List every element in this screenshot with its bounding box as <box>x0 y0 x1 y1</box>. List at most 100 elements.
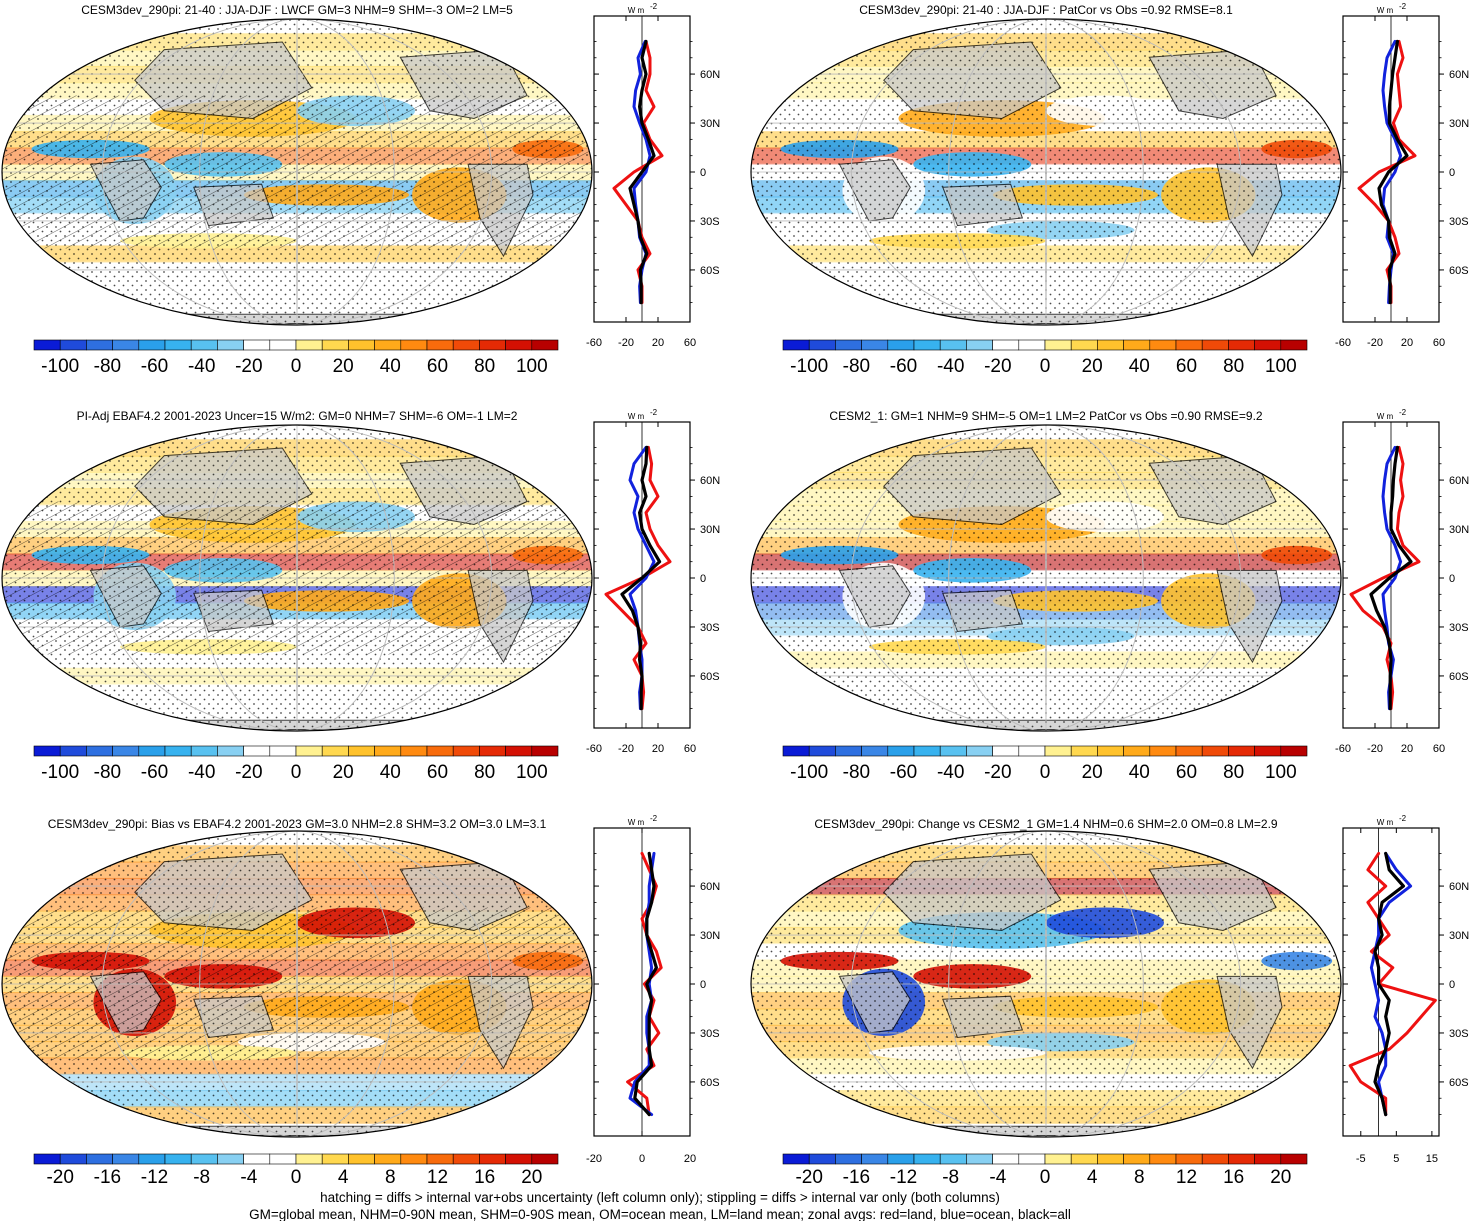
colorbar-tick-label: 20 <box>1082 762 1103 783</box>
zonal-land-line <box>604 445 672 711</box>
x-tick-label: 20 <box>652 337 664 349</box>
colorbar-tick-label: -80 <box>843 356 870 377</box>
colorbar-box <box>138 339 166 351</box>
graticule-lon <box>948 831 1144 1137</box>
x-tick-label: 60 <box>684 743 696 755</box>
colorbar-tick-label: -60 <box>890 356 917 377</box>
lat-tick-label: 30S <box>1449 622 1469 634</box>
colorbar-box <box>295 745 323 757</box>
colorbar-box <box>966 339 993 351</box>
panel-title: PI-Adj EBAF4.2 2001-2023 Uncer=15 W/m2: … <box>77 409 518 423</box>
colorbar-box <box>1175 745 1203 757</box>
x-tick-label: 20 <box>1401 743 1413 755</box>
graticule-lon <box>1045 19 1047 325</box>
colorbar-box <box>400 1153 428 1165</box>
colorbar-box <box>348 745 375 757</box>
graticule-lon <box>948 425 1144 731</box>
x-tick-label: 15 <box>1426 1153 1438 1165</box>
colorbar-tick-label: 4 <box>1087 1167 1098 1188</box>
colorbar-box <box>452 745 480 757</box>
panel-title: CESM2_1: GM=1 NHM=9 SHM=-5 OM=1 LM=2 Pat… <box>829 409 1262 423</box>
colorbar-box <box>1044 1153 1072 1165</box>
colorbar-box <box>887 745 915 757</box>
graticule-lon <box>296 425 298 731</box>
colorbar-box <box>1149 745 1177 757</box>
colorbar-box <box>1018 339 1046 351</box>
colorbar-box <box>531 1153 559 1165</box>
footer-line-2: GM=global mean, NHM=0-90N mean, SHM=0-90… <box>249 1207 1071 1221</box>
colorbar-box <box>217 745 244 757</box>
colorbar-box <box>295 1153 323 1165</box>
lat-tick-label: 60N <box>1449 881 1469 893</box>
colorbar-box <box>1149 339 1177 351</box>
zonal-unit-exponent: -2 <box>650 408 658 417</box>
colorbar-tick-label: 0 <box>1040 762 1051 783</box>
zonal-all-line <box>1377 39 1409 305</box>
colorbar-box <box>1280 745 1308 757</box>
colorbar-tick-label: 40 <box>1129 762 1150 783</box>
colorbar-box <box>531 339 559 351</box>
colorbar-box <box>782 339 810 351</box>
map-border <box>750 830 1342 1138</box>
colorbar-box <box>808 745 836 757</box>
graticule-lon <box>1045 425 1047 731</box>
colorbar-tick-label: -4 <box>989 1167 1006 1188</box>
lat-tick-label: 60N <box>700 881 720 893</box>
colorbar-tick-label: 20 <box>521 1167 542 1188</box>
colorbar-tick-label: 80 <box>1223 356 1244 377</box>
map-border <box>1 830 593 1138</box>
colorbar-tick-label: 40 <box>380 762 401 783</box>
colorbar-box <box>1097 1153 1124 1165</box>
colorbar-tick-label: 0 <box>1040 1167 1051 1188</box>
colorbar-tick-label: 16 <box>1223 1167 1244 1188</box>
x-tick-label: -20 <box>618 337 634 349</box>
lat-tick-label: 60S <box>1449 1077 1469 1089</box>
lat-tick-label: 60N <box>1449 69 1469 81</box>
footer: hatching = diffs > internal var+obs unce… <box>249 1190 1071 1221</box>
lat-tick-label: 30N <box>1449 118 1469 130</box>
graticule-lon <box>850 19 1242 325</box>
colorbar-tick-label: -80 <box>843 762 870 783</box>
colorbar-tick-label: 0 <box>291 356 302 377</box>
colorbar-box <box>243 1153 271 1165</box>
colorbar-box <box>782 1153 810 1165</box>
lat-tick-label: 60S <box>1449 671 1469 683</box>
zonal-land-line <box>1349 445 1421 711</box>
zonal-unit-exponent: -2 <box>1399 2 1407 11</box>
colorbar-box <box>913 339 941 351</box>
colorbar-tick-label: -20 <box>984 762 1011 783</box>
colorbar-tick-label: -16 <box>843 1167 870 1188</box>
footer-line-1: hatching = diffs > internal var+obs unce… <box>320 1190 1000 1205</box>
colorbar-tick-label: -40 <box>188 356 215 377</box>
colorbar-box <box>59 745 87 757</box>
lat-tick-label: 60S <box>1449 265 1469 277</box>
colorbar-box <box>1254 745 1282 757</box>
colorbar-box <box>505 339 533 351</box>
zonal-unit-label: W m <box>1377 6 1394 15</box>
graticule-lon <box>101 19 493 325</box>
panel-title: CESM3dev_290pi: 21-40 : JJA-DJF : LWCF G… <box>81 3 513 17</box>
colorbar-box <box>112 339 140 351</box>
zonal-unit-exponent: -2 <box>1399 814 1407 823</box>
zonal-unit-label: W m <box>628 818 645 827</box>
lat-tick-label: 60S <box>700 1077 720 1089</box>
zonal-unit-label: W m <box>628 6 645 15</box>
zonal-land-line <box>1357 39 1417 305</box>
colorbar-tick-label: -60 <box>141 356 168 377</box>
colorbar-tick-label: 12 <box>1176 1167 1197 1188</box>
colorbar-box <box>59 339 87 351</box>
lat-tick-label: 0 <box>700 167 706 179</box>
colorbar-tick-label: -40 <box>188 762 215 783</box>
graticule-lon <box>1045 831 1047 1137</box>
colorbar-box <box>59 1153 87 1165</box>
colorbar-tick-label: -60 <box>141 762 168 783</box>
map-border <box>1 424 593 732</box>
colorbar-box <box>321 745 349 757</box>
colorbar-box <box>426 339 454 351</box>
x-tick-label: 60 <box>1433 743 1445 755</box>
graticule-lon <box>948 19 1144 325</box>
colorbar-box <box>1018 1153 1046 1165</box>
colorbar-box <box>835 745 862 757</box>
zonal-unit-label: W m <box>1377 412 1394 421</box>
